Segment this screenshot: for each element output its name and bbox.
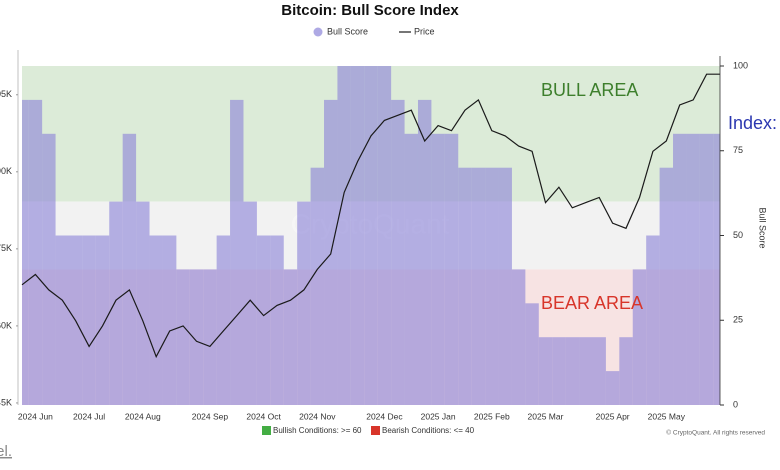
- score-step: [605, 371, 620, 405]
- y2-tick-label: 75: [733, 145, 743, 155]
- annotation: BULL AREA: [541, 80, 638, 100]
- score-step: [619, 337, 633, 405]
- score-step: [149, 235, 163, 405]
- score-step: [216, 235, 231, 405]
- x-tick-label: 2024 Oct: [246, 411, 281, 421]
- x-tick-label: 2024 Aug: [125, 411, 161, 421]
- x-tick-label: 2024 Nov: [299, 411, 336, 421]
- score-step: [176, 269, 190, 405]
- y2-axis-label: Bull Score: [758, 207, 768, 248]
- x-tick-label: 2025 Jan: [421, 411, 456, 421]
- score-step: [659, 167, 674, 405]
- legend-label: Bull Score: [327, 26, 368, 36]
- score-step: [189, 269, 204, 405]
- x-tick-label: 2024 Dec: [366, 411, 403, 421]
- score-step: [417, 99, 432, 406]
- score-step: [109, 201, 123, 405]
- x-tick-label: 2024 Jul: [73, 411, 105, 421]
- score-step: [270, 235, 284, 405]
- x-tick-label: 2024 Sep: [192, 411, 229, 421]
- score-step: [122, 133, 137, 406]
- annotation: Index:: [728, 113, 777, 133]
- score-step: [310, 167, 325, 405]
- score-step: [22, 99, 29, 406]
- x-tick-label: 2025 Mar: [528, 411, 564, 421]
- x-tick-label: 2025 Apr: [596, 411, 630, 421]
- score-step: [431, 133, 445, 406]
- score-step: [565, 337, 580, 405]
- score-step: [42, 133, 56, 406]
- price-line: [21, 73, 720, 359]
- score-step: [377, 66, 392, 405]
- score-step: [337, 66, 351, 405]
- score-step: [498, 167, 512, 405]
- score-step: [699, 133, 714, 406]
- y-tick-label: 75K: [0, 243, 12, 253]
- chart-title: Bitcoin: Bull Score Index: [281, 2, 459, 19]
- score-step: [713, 133, 720, 406]
- score-step: [592, 337, 606, 405]
- score-step: [458, 167, 472, 405]
- score-step: [673, 133, 687, 406]
- score-step: [485, 167, 499, 405]
- score-step: [55, 235, 69, 405]
- score-step: [283, 269, 298, 405]
- condition-swatch: [262, 426, 271, 435]
- legend-label: Price: [414, 26, 435, 36]
- y2-tick-label: 50: [733, 230, 743, 240]
- score-step: [203, 269, 217, 405]
- score-step: [525, 303, 539, 405]
- annotation: BEAR AREA: [541, 293, 643, 313]
- y-tick-label: 105K: [0, 89, 12, 99]
- score-step: [297, 201, 311, 405]
- score-step: [136, 201, 150, 405]
- score-step: [243, 201, 257, 405]
- score-step: [364, 66, 378, 405]
- score-step: [552, 337, 566, 405]
- y-tick-label: 90K: [0, 166, 12, 176]
- legend-swatch: [313, 27, 323, 37]
- score-step: [162, 235, 177, 405]
- y2-tick-label: 25: [733, 315, 743, 325]
- score-step: [95, 235, 110, 405]
- score-step: [230, 99, 244, 406]
- score-step: [256, 235, 271, 405]
- x-tick-label: 2024 Jun: [18, 411, 53, 421]
- x-tick-label: 2025 May: [648, 411, 686, 421]
- score-step: [632, 269, 647, 405]
- score-step: [391, 99, 405, 406]
- score-step: [82, 235, 96, 405]
- score-step: [471, 167, 486, 405]
- score-step: [579, 337, 593, 405]
- score-step: [444, 133, 459, 406]
- score-step: [511, 269, 526, 405]
- plot: CryptoQuant: [21, 66, 720, 406]
- condition-label: Bearish Conditions: <= 40: [382, 426, 475, 435]
- y2-tick-label: 100: [733, 60, 748, 70]
- x-tick-label: 2025 Feb: [474, 411, 510, 421]
- score-step: [686, 133, 700, 406]
- y-tick-label: 45K: [0, 397, 12, 407]
- score-step: [646, 235, 660, 405]
- score-step: [538, 337, 553, 405]
- score-step: [28, 99, 43, 406]
- y-tick-label: 60K: [0, 320, 12, 330]
- dashboard-link[interactable]: Live Dashboard: Bitcoin Bull Score Model…: [0, 443, 12, 460]
- copyright: © CryptoQuant. All rights reserved: [666, 429, 765, 437]
- condition-label: Bullish Conditions: >= 60: [273, 426, 362, 435]
- score-step: [404, 133, 418, 406]
- score-step: [350, 66, 365, 405]
- condition-swatch: [371, 426, 380, 435]
- y2-tick-label: 0: [733, 399, 738, 409]
